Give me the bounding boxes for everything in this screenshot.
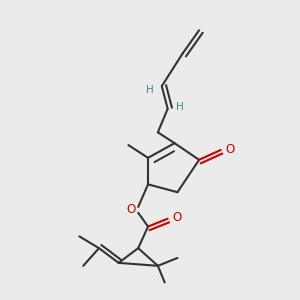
Text: O: O: [172, 211, 182, 224]
Text: H: H: [176, 102, 183, 112]
Text: O: O: [127, 203, 136, 216]
Text: O: O: [226, 142, 235, 155]
Text: H: H: [146, 85, 154, 95]
